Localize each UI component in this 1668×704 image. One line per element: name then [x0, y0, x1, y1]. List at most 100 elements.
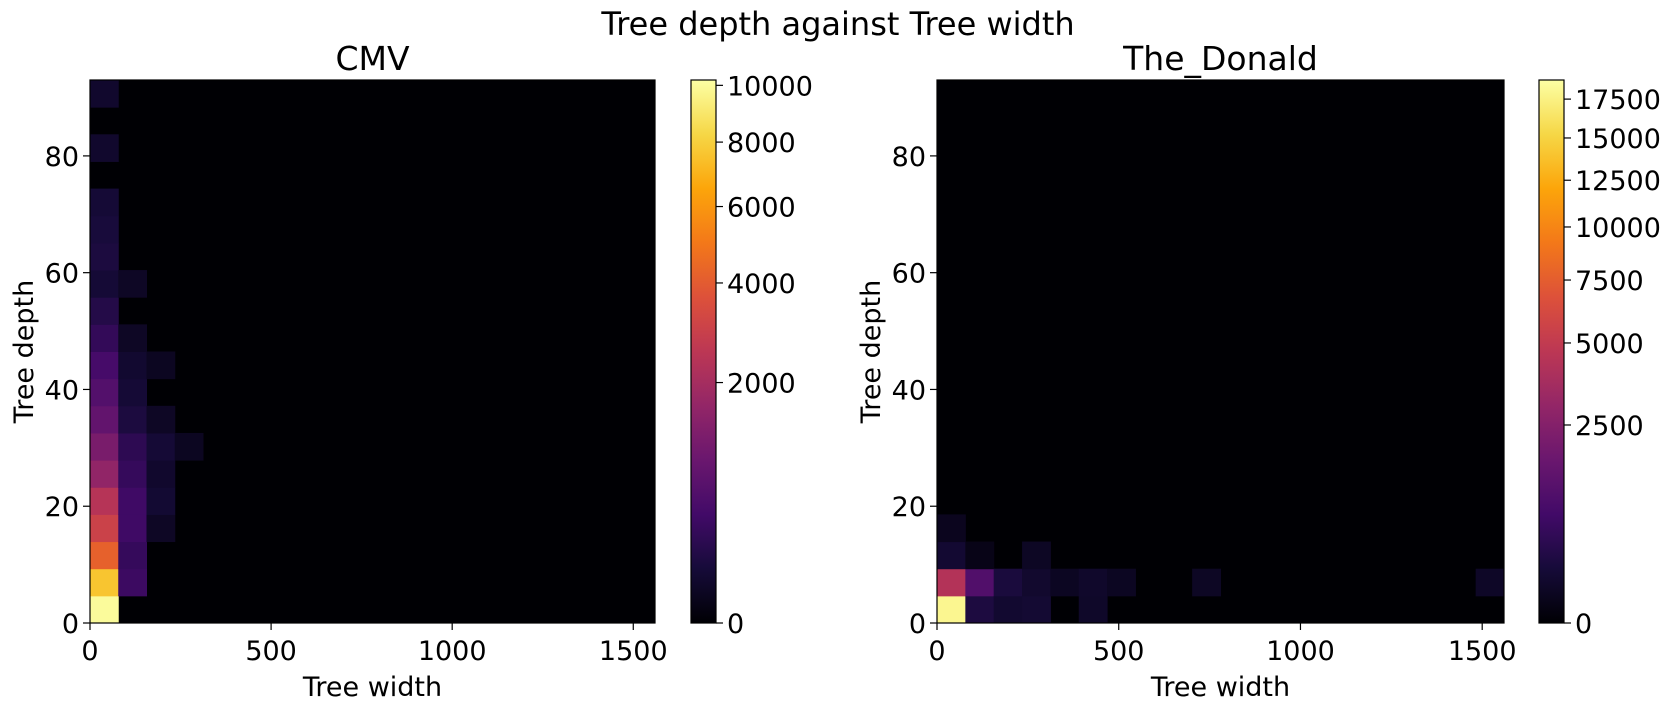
heatmap-cell: [90, 270, 119, 298]
heatmap-cell: [90, 324, 119, 352]
heatmap-cell: [937, 595, 966, 624]
heatmap-cell: [1022, 541, 1051, 570]
heatmap-cell: [90, 188, 119, 217]
y-tick-label: 60: [892, 259, 926, 290]
heatmap-cell: [90, 297, 119, 325]
y-tick-label: 80: [892, 142, 926, 173]
plot-frame: [936, 79, 1505, 624]
heatmap-cell: [118, 514, 147, 543]
x-axis-label: Tree width: [1150, 672, 1290, 700]
colorbar-tick-label: 5000: [1575, 329, 1644, 360]
heatmap-cell: [90, 80, 119, 108]
y-tick-label: 0: [62, 609, 79, 640]
heatmap-cell: [118, 270, 147, 298]
x-tick-label: 0: [928, 636, 945, 667]
colorbar-tick-label: 8000: [727, 128, 796, 159]
heatmap-cell: [174, 432, 204, 461]
heatmap-background: [90, 80, 655, 623]
plot-frame: [89, 79, 656, 624]
heatmap-cell: [146, 514, 176, 543]
heatmap-cell: [993, 595, 1023, 624]
heatmap-cell: [146, 432, 176, 461]
y-tick-label: 40: [45, 375, 79, 406]
x-tick-label: 1500: [1448, 636, 1517, 667]
colorbar-tick-label: 12500: [1575, 166, 1661, 197]
heatmap-cell: [90, 215, 119, 244]
heatmap-cell: [937, 514, 966, 543]
y-axis-label: Tree depth: [9, 280, 40, 424]
colorbar-tick-label: 6000: [727, 193, 796, 224]
colorbar-tick-label: 17500: [1575, 85, 1661, 116]
heatmap-cell: [1475, 568, 1505, 597]
x-tick-label: 500: [1093, 636, 1145, 667]
heatmap-background: [937, 80, 1504, 623]
heatmap-cell: [90, 460, 119, 488]
heatmap-cell: [90, 487, 119, 515]
heatmap-cell: [965, 541, 995, 570]
heatmap-cell: [1192, 568, 1221, 597]
colorbar-tick-label: 7500: [1575, 266, 1644, 297]
heatmap-cell: [118, 460, 147, 488]
heatmap-cell: [90, 242, 119, 271]
colorbar-tick-label: 2500: [1575, 411, 1644, 442]
x-tick-label: 500: [245, 636, 297, 667]
heatmap-cell: [1050, 568, 1080, 597]
x-tick-label: 1000: [418, 636, 487, 667]
panel-title: The_Donald: [1122, 39, 1318, 78]
heatmap-cell: [993, 568, 1023, 597]
heatmap-cell: [965, 595, 995, 624]
y-tick-label: 40: [892, 375, 926, 406]
heatmap-cell: [146, 460, 176, 488]
x-tick-label: 0: [81, 636, 98, 667]
heatmap-cell: [90, 405, 119, 434]
heatmap-cell: [90, 568, 119, 597]
y-tick-label: 20: [45, 492, 79, 523]
heatmap-cell: [90, 432, 119, 461]
x-tick-label: 1000: [1266, 636, 1335, 667]
heatmap-cell: [90, 351, 119, 380]
heatmap-cell: [1078, 568, 1108, 597]
y-tick-label: 20: [892, 492, 926, 523]
heatmap-cell: [1022, 568, 1051, 597]
heatmap-cell: [937, 541, 966, 570]
heatmap-cell: [118, 541, 147, 570]
colorbar-tick-label: 10000: [727, 71, 813, 102]
heatmap-cell: [118, 432, 147, 461]
heatmap-cell: [118, 351, 147, 380]
colorbar-tick-label: 15000: [1575, 124, 1661, 155]
heatmap-cell: [146, 487, 176, 515]
colorbar-tick-label: 4000: [727, 269, 796, 300]
y-tick-label: 60: [45, 259, 79, 290]
x-axis-label: Tree width: [302, 672, 442, 700]
colorbar-tick-label: 0: [727, 609, 744, 640]
heatmap-cell: [118, 568, 147, 597]
panel-1: 0 500 1000 1500 0 20 40 60 80 CMV Tree width Tree d…: [9, 39, 813, 703]
heatmap-cell: [90, 514, 119, 543]
heatmap-cell: [90, 595, 119, 624]
colorbar-tick-label: 0: [1575, 609, 1592, 640]
figure-suptitle: Tree depth against Tree width: [600, 5, 1074, 43]
y-axis-label: Tree depth: [856, 280, 887, 424]
colorbar: [690, 79, 717, 624]
y-tick-label: 80: [45, 142, 79, 173]
colorbar-tick-label: 2000: [727, 369, 796, 400]
panel-title: CMV: [335, 39, 410, 78]
heatmap-cell: [146, 405, 176, 434]
heatmap-cell: [1022, 595, 1051, 624]
heatmap-cell: [1107, 568, 1136, 597]
heatmap-cell: [118, 324, 147, 352]
heatmap-cell: [90, 541, 119, 570]
heatmap-cell: [118, 487, 147, 515]
heatmap-cell: [965, 568, 995, 597]
heatmap-cell: [90, 134, 119, 162]
colorbar: [1538, 79, 1565, 624]
heatmap-cell: [937, 568, 966, 597]
y-tick-label: 0: [909, 609, 926, 640]
x-tick-label: 1500: [599, 636, 668, 667]
heatmap-cell: [90, 378, 119, 407]
heatmap-cell: [1078, 595, 1108, 624]
heatmap-cell: [146, 351, 176, 380]
